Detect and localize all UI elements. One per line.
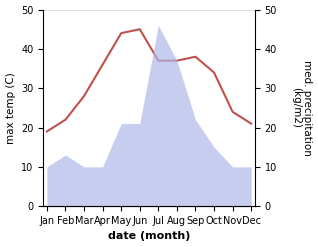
Y-axis label: med. precipitation
(kg/m2): med. precipitation (kg/m2) xyxy=(291,60,313,156)
X-axis label: date (month): date (month) xyxy=(108,231,190,242)
Y-axis label: max temp (C): max temp (C) xyxy=(5,72,16,144)
